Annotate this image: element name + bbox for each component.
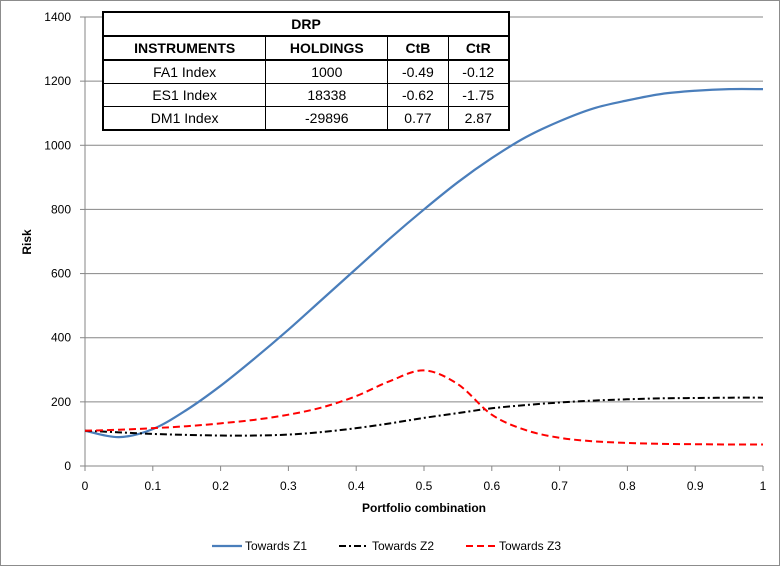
x-tick-label: 0.3 <box>280 479 297 493</box>
series-line-2 <box>84 396 764 437</box>
x-tick-label: 0.7 <box>551 479 568 493</box>
legend-label-3: Towards Z3 <box>499 539 561 553</box>
table-cell: -1.75 <box>447 83 510 107</box>
drp-table: DRP INSTRUMENTS HOLDINGS CtB CtR FA1 Index 1… <box>102 11 510 131</box>
y-tick-label: 1400 <box>44 10 71 24</box>
table-cell: 0.77 <box>387 106 449 131</box>
y-tick-label: 400 <box>51 331 71 345</box>
x-tick-label: 0.2 <box>212 479 229 493</box>
table-cell: -0.62 <box>387 83 449 107</box>
y-axis-label: Risk <box>20 229 34 255</box>
table-header-row: INSTRUMENTS HOLDINGS CtB CtR <box>102 35 510 61</box>
table-body: FA1 Index 1000 -0.49 -0.12 ES1 Index 18338 -0.… <box>102 59 510 131</box>
table-cell: 2.87 <box>447 106 510 131</box>
x-tick-label: 0.1 <box>144 479 161 493</box>
legend: Towards Z1 Towards Z2 Towards Z3 <box>212 539 561 553</box>
y-tick-label: 1000 <box>44 138 71 152</box>
table-header-cell: HOLDINGS <box>265 35 389 61</box>
table-header-cell: INSTRUMENTS <box>102 35 267 61</box>
y-tick-label: 800 <box>51 202 71 216</box>
series-lines <box>84 87 764 446</box>
series-line-3 <box>84 369 764 446</box>
table-cell: 1000 <box>265 59 389 84</box>
x-tick-label: 0.5 <box>416 479 433 493</box>
axes <box>80 16 764 471</box>
y-tick-label: 1200 <box>44 74 71 88</box>
y-tick-label: 200 <box>51 395 71 409</box>
y-tick-label: 600 <box>51 267 71 281</box>
table-cell: DM1 Index <box>102 106 267 131</box>
table-cell: -0.12 <box>447 59 510 84</box>
table-row: FA1 Index 1000 -0.49 -0.12 <box>102 59 510 84</box>
table-cell: FA1 Index <box>102 59 267 84</box>
x-tick-label: 1 <box>760 479 767 493</box>
table-row: DM1 Index -29896 0.77 2.87 <box>102 106 510 131</box>
x-tick-label: 0.4 <box>348 479 365 493</box>
x-tick-label: 0.6 <box>483 479 500 493</box>
table-cell: -29896 <box>265 106 389 131</box>
table-cell: -0.49 <box>387 59 449 84</box>
table-row: ES1 Index 18338 -0.62 -1.75 <box>102 83 510 107</box>
table-header-cell: CtB <box>387 35 449 61</box>
table-header-cell: CtR <box>447 35 510 61</box>
y-tick-label: 0 <box>64 459 71 473</box>
x-axis-label: Portfolio combination <box>362 501 486 515</box>
series-line-1 <box>84 87 764 439</box>
legend-label-2: Towards Z2 <box>372 539 434 553</box>
x-tick-label: 0 <box>82 479 89 493</box>
y-tick-labels: 0 200 400 600 800 1000 1200 1400 <box>44 10 71 473</box>
table-cell: 18338 <box>265 83 389 107</box>
drp-table-title: DRP <box>102 11 510 37</box>
x-tick-labels: 0 0.1 0.2 0.3 0.4 0.5 0.6 0.7 0.8 0.9 1 <box>82 479 767 493</box>
legend-label-1: Towards Z1 <box>245 539 307 553</box>
table-cell: ES1 Index <box>102 83 267 107</box>
x-tick-label: 0.9 <box>687 479 704 493</box>
x-tick-label: 0.8 <box>619 479 636 493</box>
